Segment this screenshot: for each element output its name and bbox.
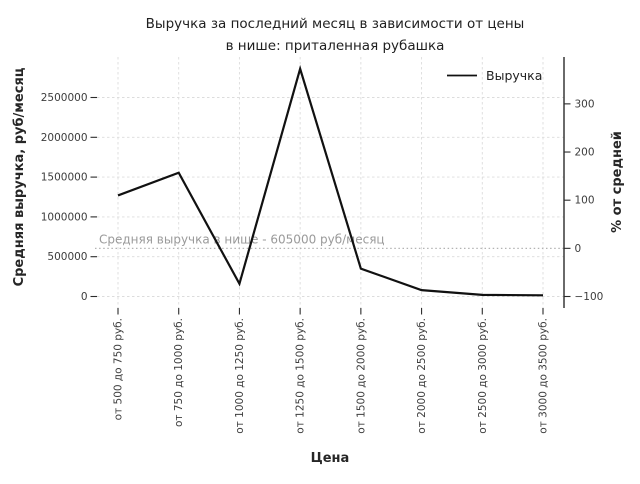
y-left-tick-label: 500000 (47, 251, 87, 263)
x-axis-label: Цена (311, 451, 350, 466)
y-axis-label-right: % от средней (610, 131, 625, 233)
y-left-tick-label: 2000000 (41, 132, 88, 144)
x-tick-label: от 1250 до 1500 руб. (295, 318, 307, 434)
axes: 0 500000 1000000 1500000 2000000 2500000 от 50… (41, 57, 604, 434)
y-right-tick-label: −100 (575, 291, 604, 303)
y-left-tick-label: 1000000 (41, 211, 88, 223)
x-tick-label: от 2000 до 2500 руб. (416, 318, 428, 434)
y-right-tick-label: 300 (575, 98, 595, 110)
y-left-tick-label: 0 (81, 291, 88, 303)
y-left-tick-label: 1500000 (41, 172, 88, 184)
revenue-series-line (117, 64, 544, 297)
legend: Выручка (447, 68, 542, 83)
legend-entry-label: Выручка (486, 68, 542, 83)
x-tick-label: от 1000 до 1250 руб. (234, 318, 246, 434)
y-right-tick-label: 100 (575, 195, 595, 207)
y-right-tick-label: 0 (575, 243, 582, 255)
x-tick-label: от 3000 до 3500 руб. (538, 318, 550, 434)
x-tick-label: от 750 до 1000 руб. (173, 318, 185, 427)
average-annotation: Средняя выручка в нише - 605000 руб/меся… (99, 232, 385, 246)
y-left-tick-label: 2500000 (41, 92, 88, 104)
x-tick-label: от 2500 до 3000 руб. (477, 318, 489, 434)
chart-title-line1: Выручка за последний месяц в зависимости… (146, 16, 525, 32)
chart-title-line2: в нише: приталенная рубашка (226, 38, 445, 54)
y-axis-label-left: Средняя выручка, руб/месяц (12, 67, 27, 286)
x-tick-label: от 500 до 750 руб. (113, 318, 125, 420)
gridlines (97, 57, 564, 308)
y-right-tick-label: 200 (575, 147, 595, 159)
x-tick-label: от 1500 до 2000 руб. (355, 318, 367, 434)
